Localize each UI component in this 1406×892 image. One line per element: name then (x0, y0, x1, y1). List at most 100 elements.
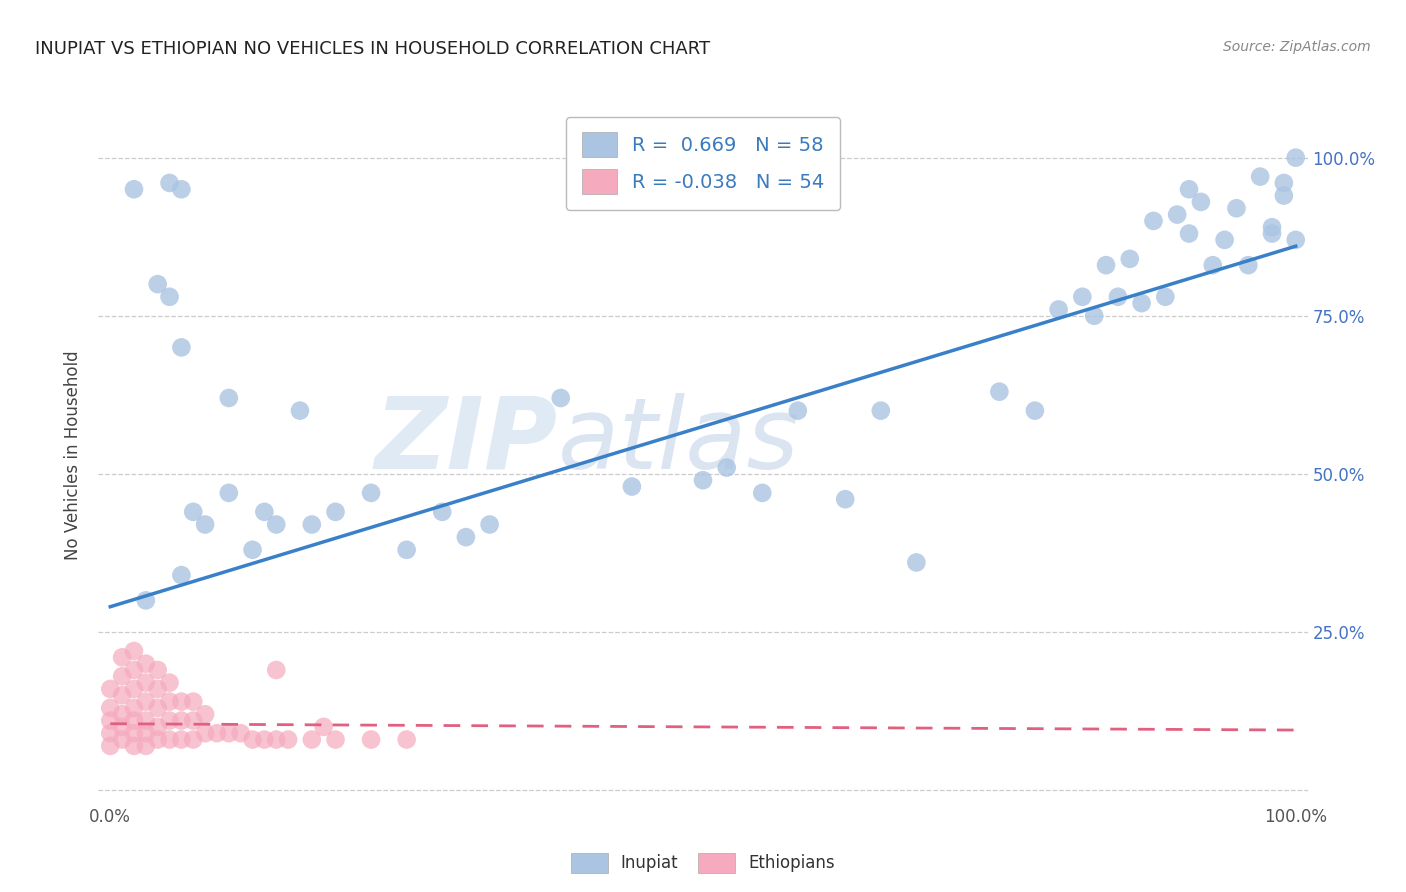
Point (146, 732, 169, 747)
Point (1272, 188, 1295, 202)
Point (170, 695, 193, 709)
Point (550, 391, 572, 405)
Point (218, 726, 240, 740)
Point (1272, 176, 1295, 190)
Point (111, 650, 134, 665)
Legend: R =  0.669   N = 58, R = -0.038   N = 54: R = 0.669 N = 58, R = -0.038 N = 54 (567, 117, 839, 210)
Point (1178, 227, 1201, 241)
Point (1178, 182, 1201, 196)
Point (1213, 233, 1236, 247)
Point (146, 720, 169, 734)
Point (692, 473, 714, 487)
Text: atlas: atlas (558, 392, 800, 490)
Point (111, 732, 134, 747)
Point (869, 403, 891, 417)
Point (325, 505, 347, 519)
Point (122, 644, 145, 658)
Point (170, 182, 193, 196)
Point (159, 732, 181, 747)
Legend: Inupiat, Ethiopians: Inupiat, Ethiopians (564, 847, 842, 880)
Point (146, 663, 169, 677)
Text: Source: ZipAtlas.com: Source: ZipAtlas.com (1223, 40, 1371, 54)
Point (1024, 403, 1046, 417)
Point (1261, 220, 1284, 235)
Point (1083, 309, 1105, 323)
Point (194, 517, 217, 532)
Point (242, 732, 264, 747)
Point (253, 732, 276, 747)
Point (170, 732, 193, 747)
Point (170, 568, 193, 582)
Point (146, 701, 169, 715)
Point (1249, 169, 1271, 184)
Point (135, 714, 157, 728)
Point (111, 688, 134, 702)
Point (1047, 302, 1070, 317)
Point (620, 479, 643, 493)
Point (98, 681, 121, 696)
Point (159, 675, 181, 690)
Point (98, 726, 121, 740)
Point (122, 663, 145, 677)
Point (122, 739, 145, 753)
Point (146, 681, 169, 696)
Point (98, 701, 121, 715)
Point (205, 726, 228, 740)
Point (312, 720, 335, 734)
Point (834, 492, 856, 507)
Point (135, 739, 157, 753)
Point (1142, 214, 1164, 228)
Y-axis label: No Vehicles in Household: No Vehicles in Household (65, 350, 83, 560)
Point (264, 663, 287, 677)
Point (1071, 290, 1094, 304)
Point (194, 726, 217, 740)
Point (454, 530, 477, 544)
Point (288, 403, 311, 417)
Point (170, 340, 193, 354)
Point (1261, 227, 1284, 241)
Point (301, 517, 323, 532)
Text: ZIP: ZIP (375, 392, 558, 490)
Point (1107, 290, 1129, 304)
Point (395, 732, 418, 747)
Point (988, 384, 1011, 399)
Point (1130, 296, 1153, 310)
Point (122, 714, 145, 728)
Point (242, 542, 264, 557)
Point (264, 517, 287, 532)
Point (122, 681, 145, 696)
Point (135, 695, 157, 709)
Point (159, 176, 181, 190)
Point (98, 739, 121, 753)
Text: INUPIAT VS ETHIOPIAN NO VEHICLES IN HOUSEHOLD CORRELATION CHART: INUPIAT VS ETHIOPIAN NO VEHICLES IN HOUS… (35, 40, 710, 58)
Point (229, 726, 252, 740)
Point (218, 391, 240, 405)
Point (1119, 252, 1142, 266)
Point (159, 714, 181, 728)
Point (1202, 258, 1225, 272)
Point (122, 182, 145, 196)
Point (360, 732, 382, 747)
Point (159, 695, 181, 709)
Point (1237, 258, 1260, 272)
Point (135, 726, 157, 740)
Point (111, 707, 134, 722)
Point (170, 714, 193, 728)
Point (786, 403, 808, 417)
Point (111, 669, 134, 683)
Point (1095, 258, 1118, 272)
Point (111, 720, 134, 734)
Point (716, 460, 738, 475)
Point (135, 657, 157, 671)
Point (122, 726, 145, 740)
Point (751, 486, 773, 500)
Point (478, 517, 501, 532)
Point (395, 542, 418, 557)
Point (905, 556, 928, 570)
Point (218, 486, 240, 500)
Point (360, 486, 382, 500)
Point (194, 707, 217, 722)
Point (1285, 233, 1308, 247)
Point (1225, 201, 1247, 215)
Point (122, 701, 145, 715)
